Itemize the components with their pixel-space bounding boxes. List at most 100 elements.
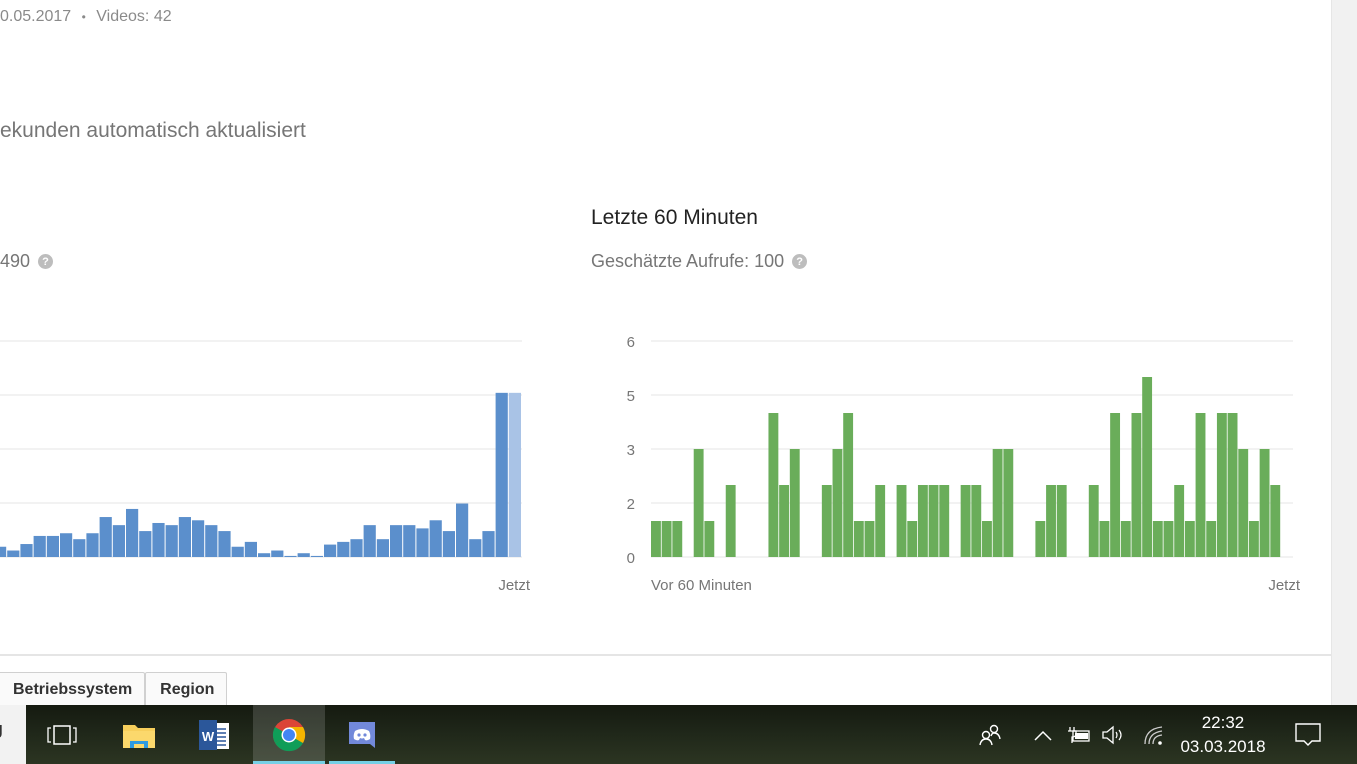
- bar: [875, 485, 886, 557]
- left-chart: Jetzt: [0, 340, 531, 594]
- bar: [1216, 413, 1227, 557]
- video-count: Videos: 42: [96, 8, 172, 25]
- task-view-button[interactable]: [26, 705, 98, 764]
- bar: [482, 531, 495, 557]
- clock-time: 22:32: [1201, 713, 1245, 732]
- bar: [429, 520, 442, 557]
- y-tick-label: 2: [627, 496, 635, 513]
- bar: [1110, 413, 1121, 557]
- bar: [403, 525, 416, 557]
- question-circle-icon[interactable]: ?: [38, 254, 54, 269]
- bar: [725, 485, 736, 557]
- taskbar: W 22:32 03.03.2018: [0, 705, 1357, 764]
- action-center-icon[interactable]: [1290, 705, 1326, 764]
- bar: [917, 485, 928, 557]
- bar: [376, 539, 389, 557]
- bar: [704, 521, 715, 557]
- bar: [60, 533, 73, 557]
- bar: [244, 541, 257, 557]
- tab-betriebssystem[interactable]: Betriebssystem: [0, 672, 146, 707]
- separator: •: [81, 10, 86, 24]
- question-circle-icon[interactable]: ?: [792, 254, 808, 269]
- divider: [0, 654, 1331, 656]
- bar: [1142, 377, 1153, 557]
- bar: [495, 392, 508, 557]
- file-explorer-button[interactable]: [103, 705, 175, 764]
- bar: [33, 535, 46, 557]
- search-box-stub[interactable]: J: [0, 705, 26, 764]
- bar: [112, 525, 125, 557]
- discord-button[interactable]: [329, 705, 395, 764]
- bar: [832, 449, 843, 557]
- y-tick-label: 3: [627, 442, 635, 459]
- bar: [1184, 521, 1195, 557]
- bar: [126, 508, 139, 557]
- tab-region[interactable]: Region: [145, 672, 228, 707]
- bar: [1227, 413, 1238, 557]
- battery-icon[interactable]: [1065, 705, 1093, 764]
- bar: [7, 550, 20, 557]
- chrome-button[interactable]: [253, 705, 325, 764]
- bar: [1046, 485, 1056, 557]
- bar: [779, 485, 790, 557]
- clock-date: 03.03.2018: [1180, 737, 1266, 756]
- bar: [271, 550, 284, 557]
- bar: [693, 449, 704, 557]
- word-button[interactable]: W: [178, 705, 250, 764]
- bar: [960, 485, 971, 557]
- bar: [821, 485, 832, 557]
- left-estimated-views: 490: [0, 251, 31, 271]
- bar: [768, 413, 779, 557]
- dimension-tabs: Betriebssystem Region: [0, 672, 228, 707]
- bar: [297, 553, 310, 557]
- bar: [231, 546, 244, 557]
- bar: [971, 485, 982, 557]
- clock[interactable]: 22:32 03.03.2018: [1170, 711, 1276, 759]
- chrome-icon: [272, 718, 306, 751]
- bar: [789, 449, 800, 557]
- right-estimated-views: Geschätzte Aufrufe: 100: [591, 251, 785, 271]
- chevron-up-icon[interactable]: [1030, 705, 1056, 764]
- bar: [416, 528, 429, 557]
- channel-date: 0.05.2017: [0, 8, 72, 25]
- bar: [258, 553, 271, 557]
- left-subtitle: 490 ?: [0, 251, 54, 272]
- bar: [1120, 521, 1131, 557]
- x-tick-label: Jetzt: [498, 577, 531, 594]
- people-icon[interactable]: [975, 705, 1005, 764]
- right-subtitle: Geschätzte Aufrufe: 100 ?: [591, 251, 808, 272]
- bar: [1163, 521, 1174, 557]
- discord-icon: [349, 721, 375, 748]
- bar: [928, 485, 939, 557]
- folder-icon: [123, 724, 155, 748]
- bar: [469, 539, 482, 557]
- bar: [46, 535, 59, 557]
- bar: [205, 525, 218, 557]
- y-tick-label: 6: [627, 334, 635, 351]
- bar: [363, 525, 376, 557]
- bar: [1195, 413, 1206, 557]
- y-tick-label: 5: [627, 388, 635, 405]
- bar: [1003, 449, 1014, 557]
- channel-meta: 0.05.2017 • Videos: 42: [0, 8, 172, 26]
- bar: [1238, 449, 1249, 557]
- bar: [139, 531, 152, 557]
- svg-text:W: W: [202, 729, 215, 744]
- bar: [442, 531, 455, 557]
- bar: [992, 449, 1003, 557]
- x-tick-label: Jetzt: [1268, 577, 1301, 594]
- task-view-icon: [47, 724, 77, 745]
- bar: [1056, 485, 1067, 557]
- volume-icon[interactable]: [1100, 705, 1128, 764]
- scrollbar[interactable]: [1331, 0, 1357, 705]
- bar: [1206, 521, 1217, 557]
- wifi-icon[interactable]: [1140, 705, 1168, 764]
- bar: [1174, 485, 1185, 557]
- bar: [152, 522, 165, 557]
- bar: [73, 539, 86, 557]
- bar: [651, 521, 661, 557]
- bar: [456, 503, 469, 557]
- bar: [864, 521, 875, 557]
- x-tick-label: Vor 60 Minuten: [651, 577, 752, 594]
- bar: [1259, 449, 1270, 557]
